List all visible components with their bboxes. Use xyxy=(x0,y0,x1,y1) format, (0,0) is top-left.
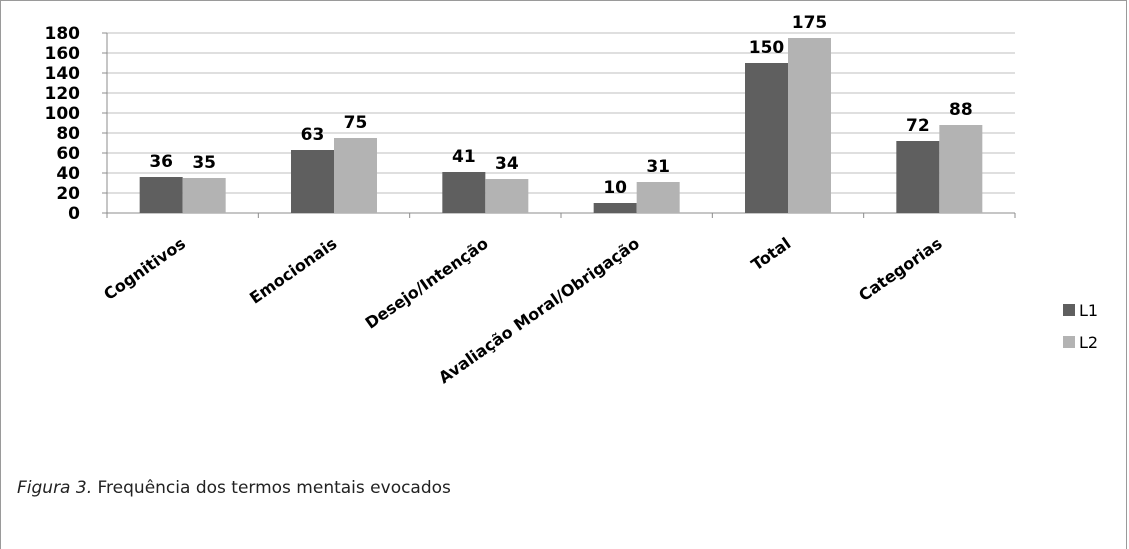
bar-l2 xyxy=(636,182,680,213)
axes xyxy=(102,32,1016,218)
bar-l2 xyxy=(788,38,831,213)
bar-l1 xyxy=(291,150,334,213)
category-label: Categorias xyxy=(855,234,946,305)
bar-l2 xyxy=(182,178,226,213)
category-label: Desejo/Intenção xyxy=(362,234,492,333)
bar-l1 xyxy=(593,203,637,213)
bar-l1 xyxy=(139,177,183,213)
data-label: 63 xyxy=(301,125,325,145)
legend: L1 L2 xyxy=(1063,301,1098,352)
y-tick-label: 160 xyxy=(45,44,81,64)
bar-l1 xyxy=(745,63,788,213)
bar-l1 xyxy=(896,141,940,213)
data-label: 31 xyxy=(646,157,670,177)
category-label: Total xyxy=(748,234,795,275)
data-label: 150 xyxy=(749,38,785,58)
figure-caption: Figura 3. Frequência dos termos mentais … xyxy=(17,478,451,498)
y-tick-label: 80 xyxy=(56,124,80,144)
bar-l2 xyxy=(485,179,529,213)
legend-label: L2 xyxy=(1079,333,1098,352)
category-label: Cognitivos xyxy=(100,234,189,304)
legend-label: L1 xyxy=(1079,301,1098,320)
legend-swatch-l2 xyxy=(1063,336,1075,348)
bars xyxy=(139,38,983,213)
gridlines xyxy=(107,32,1015,194)
data-label: 72 xyxy=(906,116,930,136)
data-label: 35 xyxy=(192,153,216,173)
data-label: 36 xyxy=(149,152,173,172)
caption-label: Figura 3. xyxy=(17,478,93,498)
y-tick-label: 40 xyxy=(56,164,80,184)
legend-swatch-l1 xyxy=(1063,304,1075,316)
data-label: 41 xyxy=(452,147,476,167)
bar-l2 xyxy=(334,138,377,213)
caption-text: Frequência dos termos mentais evocados xyxy=(92,478,451,498)
y-tick-label: 120 xyxy=(45,84,81,104)
y-tick-label: 140 xyxy=(45,64,81,84)
data-label: 88 xyxy=(949,100,973,120)
y-tick-label: 60 xyxy=(56,144,80,164)
y-tick-label: 0 xyxy=(68,204,80,224)
bar-l2 xyxy=(939,125,983,213)
category-label: Emocionais xyxy=(246,234,340,308)
data-label: 34 xyxy=(495,154,519,174)
y-tick-label: 100 xyxy=(45,104,81,124)
y-tick-label: 20 xyxy=(56,184,80,204)
bar-l1 xyxy=(442,172,486,213)
y-tick-label: 180 xyxy=(45,24,81,44)
data-label: 75 xyxy=(344,113,368,133)
data-label: 175 xyxy=(792,13,828,33)
data-label: 10 xyxy=(603,178,627,198)
